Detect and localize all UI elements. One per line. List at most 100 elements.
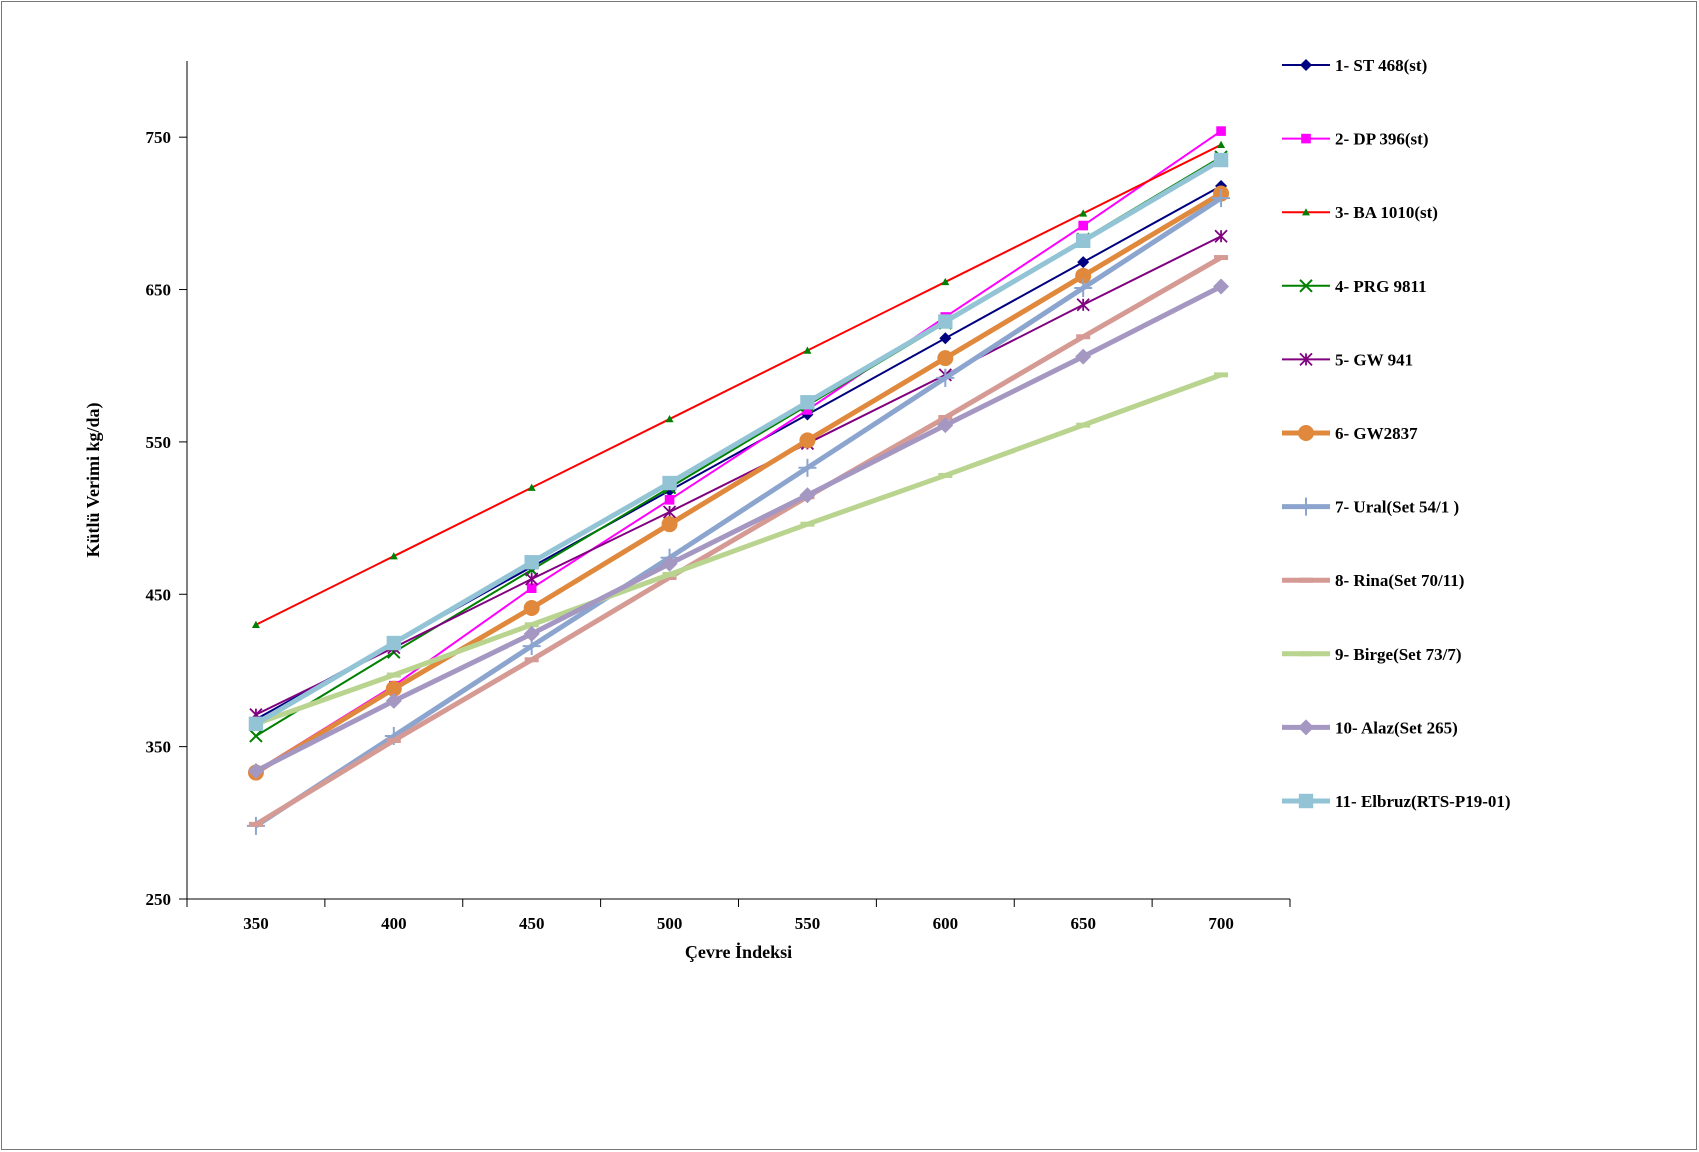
data-point — [524, 622, 539, 628]
series-line — [255, 372, 1222, 727]
legend-marker — [1299, 577, 1313, 583]
data-point — [386, 635, 402, 651]
data-point — [1076, 422, 1091, 428]
data-point — [524, 657, 539, 663]
data-point — [1075, 348, 1092, 365]
data-point — [662, 505, 677, 519]
y-tick-label: 250 — [146, 890, 172, 909]
data-point — [1212, 189, 1231, 208]
y-tick-label: 750 — [146, 128, 172, 147]
legend-item: 2- DP 396(st) — [1282, 130, 1428, 149]
series-2 — [251, 126, 1226, 776]
series-8 — [248, 255, 1229, 827]
x-axis-title: Çevre İndeksi — [685, 942, 792, 962]
data-point — [385, 692, 402, 709]
data-point — [249, 729, 263, 743]
x-tick-label: 350 — [243, 914, 269, 933]
series-6 — [247, 185, 1230, 781]
data-point — [385, 680, 402, 697]
legend-marker — [1300, 59, 1312, 71]
data-point — [248, 821, 263, 827]
data-point — [937, 417, 954, 434]
data-point — [1217, 140, 1226, 148]
data-point — [1214, 229, 1228, 243]
x-tick-label: 700 — [1208, 914, 1234, 933]
data-point — [1074, 279, 1093, 298]
legend-marker — [1299, 279, 1313, 293]
series-line — [254, 196, 1223, 828]
legend-item: 4- PRG 9811 — [1282, 277, 1427, 296]
data-point — [662, 571, 677, 577]
legend-marker — [1299, 352, 1313, 367]
axes: 350 400 450 500 550 600 650 700 250 350 450 550 650 7… — [146, 61, 1291, 933]
data-point — [1075, 267, 1092, 284]
data-point — [802, 405, 813, 415]
legend-item: 1- ST 468(st) — [1282, 56, 1427, 75]
y-axis-title: Kütlü Verimi kg/da) — [83, 402, 104, 557]
series-10 — [247, 278, 1230, 780]
legend-label: 4- PRG 9811 — [1335, 277, 1427, 296]
data-point — [939, 332, 952, 345]
data-point — [527, 483, 536, 491]
data-point — [937, 350, 954, 367]
y-tick-label: 650 — [146, 281, 172, 300]
data-point — [1078, 220, 1088, 231]
data-point — [386, 738, 401, 744]
legend-item: 6- GW2837 — [1282, 424, 1418, 443]
legend-item: 3- BA 1010(st) — [1282, 203, 1438, 222]
legend-marker — [1297, 497, 1315, 516]
series-line — [254, 255, 1223, 827]
data-point — [938, 472, 953, 478]
x-tick-label: 400 — [381, 914, 407, 933]
x-tick-label: 600 — [933, 914, 959, 933]
data-point — [251, 620, 260, 628]
legend-label: 2- DP 396(st) — [1335, 130, 1428, 149]
legend-label: 8- Rina(Set 70/11) — [1335, 571, 1464, 590]
legend-item: 10- Alaz(Set 265) — [1282, 718, 1458, 737]
series-line — [254, 191, 1223, 775]
legend-item: 7- Ural(Set 54/1 ) — [1282, 497, 1459, 517]
series-line — [255, 143, 1222, 626]
legend-label: 10- Alaz(Set 265) — [1335, 718, 1458, 737]
legend-label: 1- ST 468(st) — [1335, 56, 1427, 75]
y-tick-label: 350 — [146, 738, 172, 757]
legend-label: 11- Elbruz(RTS-P19-01) — [1335, 792, 1511, 811]
series-line — [255, 130, 1222, 772]
data-point — [1216, 126, 1226, 136]
y-tick-label: 550 — [146, 433, 172, 452]
legend-label: 9- Birge(Set 73/7) — [1335, 645, 1462, 664]
data-point — [386, 672, 401, 678]
data-point — [248, 716, 264, 731]
data-point — [1075, 233, 1091, 248]
data-point — [665, 415, 674, 423]
legend-label: 3- BA 1010(st) — [1335, 203, 1438, 222]
legend-label: 5- GW 941 — [1335, 350, 1413, 369]
data-point — [1214, 255, 1229, 261]
data-point — [662, 475, 677, 491]
data-point — [799, 432, 816, 449]
legend-item: 9- Birge(Set 73/7) — [1282, 645, 1462, 664]
series-3 — [251, 140, 1226, 628]
legend-marker — [1301, 133, 1311, 144]
legend-marker — [1299, 651, 1313, 657]
data-point — [523, 625, 540, 642]
y-tick-label: 450 — [146, 585, 172, 604]
legend-label: 6- GW2837 — [1335, 424, 1418, 443]
series-layer — [246, 126, 1231, 835]
data-point — [661, 516, 678, 533]
data-point — [247, 763, 264, 780]
data-point — [800, 395, 815, 410]
data-point — [1213, 278, 1230, 295]
legend-item: 5- GW 941 — [1282, 350, 1413, 369]
data-point — [525, 572, 539, 586]
data-point — [1076, 298, 1090, 312]
data-point — [523, 599, 540, 616]
data-point — [803, 346, 812, 354]
data-point — [800, 521, 815, 527]
series-line — [255, 235, 1222, 716]
series-11 — [248, 152, 1229, 731]
data-point — [524, 555, 539, 570]
series-9 — [248, 372, 1229, 727]
